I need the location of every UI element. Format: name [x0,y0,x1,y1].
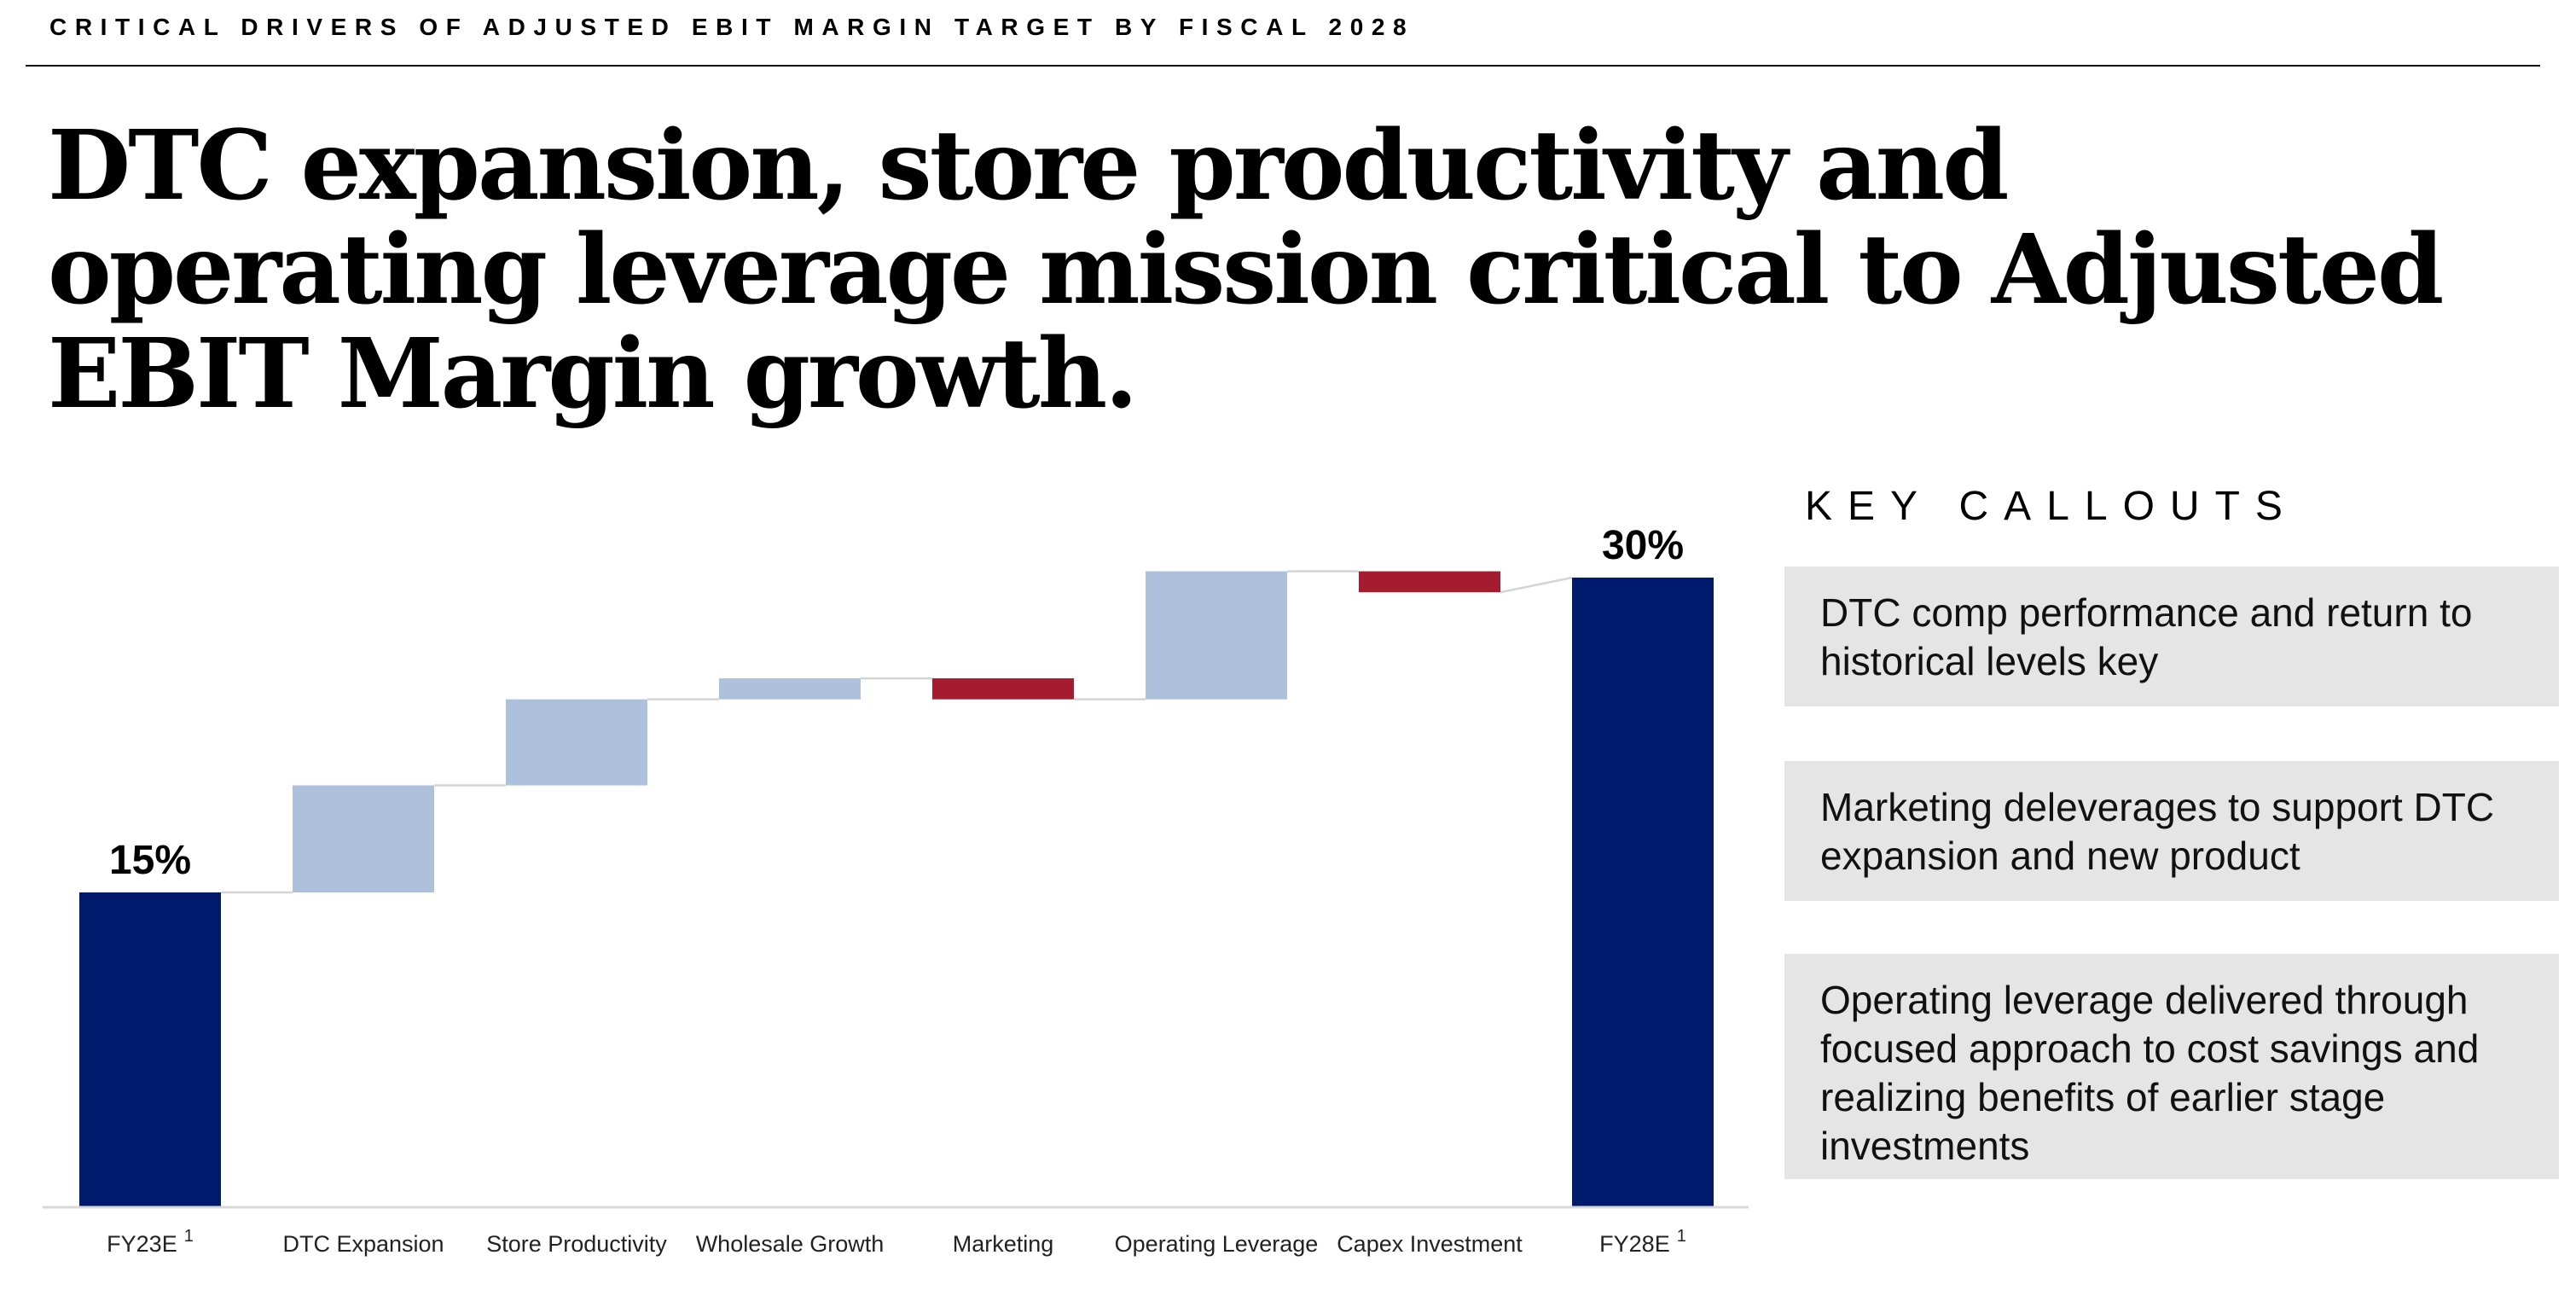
bar-dtc-expansion [293,785,434,892]
data-label-fy23e: 15% [109,838,191,883]
tick-label-wholesale-growth: Wholesale Growth [696,1231,885,1257]
header-divider [26,65,2540,67]
bar-marketing [932,678,1074,700]
waterfall-chart: 15% 30% FY23E 1 DTC Expansion Store Producti… [43,523,1749,1257]
chart-connectors [221,570,1573,894]
tick-label-fy28e: FY28E 1 [1599,1227,1686,1257]
bar-store-productivity [506,699,647,786]
tick-label-fy23e: FY23E 1 [107,1227,194,1257]
footnote-marker: 1 [184,1227,194,1246]
tick-label-dtc-expansion: DTC Expansion [282,1231,444,1257]
key-callouts-title: KEY CALLOUTS [1805,484,2298,529]
bar-wholesale-growth [719,678,861,700]
footnote-marker: 1 [1677,1227,1686,1246]
callout-card-marketing: Marketing deleverages to support DTC exp… [1784,761,2559,901]
section-kicker: CRITICAL DRIVERS OF ADJUSTED EBIT MARGIN… [49,14,1415,40]
tick-label-marketing: Marketing [953,1231,1054,1257]
data-label-fy28e: 30% [1602,523,1684,568]
bar-operating-leverage [1146,571,1287,700]
connector-line [1500,576,1573,594]
page-title: DTC expansion, store productivity and op… [48,110,2444,430]
chart-bars [79,571,1714,1207]
bar-fy28e [1572,578,1714,1207]
callout-card-operating-leverage: Operating leverage delivered through foc… [1784,954,2559,1179]
chart-x-tick-labels: FY23E 1 DTC Expansion Store Productivity Who… [107,1227,1686,1257]
callout-card-dtc-comp: DTC comp performance and return to histo… [1784,567,2559,706]
tick-label-capex-investment: Capex Investment [1337,1231,1523,1257]
tick-label-operating-leverage: Operating Leverage [1115,1231,1319,1257]
tick-label-store-productivity: Store Productivity [486,1231,667,1257]
bar-fy23e [79,892,221,1207]
chart-data-labels: 15% 30% [109,523,1684,883]
bar-capex-investment [1359,571,1500,593]
